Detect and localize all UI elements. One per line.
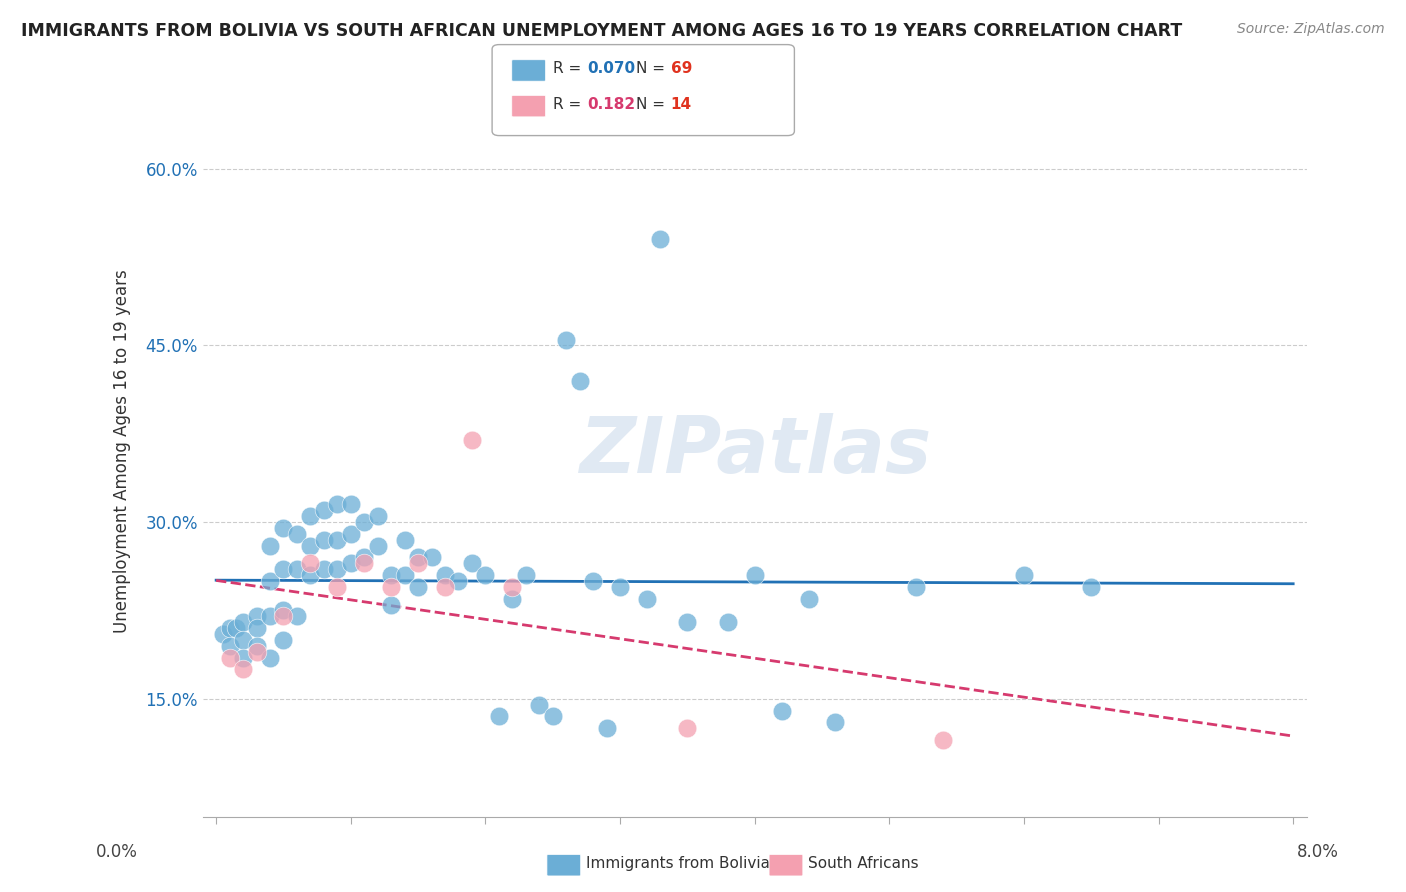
Point bbox=[932, 733, 955, 747]
Text: 69: 69 bbox=[671, 62, 692, 76]
Point bbox=[650, 232, 672, 246]
Point bbox=[273, 521, 295, 535]
Point bbox=[676, 615, 699, 630]
Point bbox=[225, 621, 247, 635]
Text: ZIPatlas: ZIPatlas bbox=[578, 414, 931, 490]
Text: IMMIGRANTS FROM BOLIVIA VS SOUTH AFRICAN UNEMPLOYMENT AMONG AGES 16 TO 19 YEARS : IMMIGRANTS FROM BOLIVIA VS SOUTH AFRICAN… bbox=[21, 22, 1182, 40]
Text: R =: R = bbox=[553, 97, 586, 112]
Point bbox=[232, 662, 254, 676]
Point bbox=[285, 562, 308, 576]
Point bbox=[285, 527, 308, 541]
Point bbox=[339, 557, 361, 571]
Text: 14: 14 bbox=[671, 97, 692, 112]
Point bbox=[474, 568, 496, 582]
Point bbox=[1012, 568, 1035, 582]
Point bbox=[515, 568, 537, 582]
Point bbox=[367, 539, 389, 553]
Point bbox=[312, 533, 335, 547]
Point bbox=[1080, 580, 1102, 594]
Point bbox=[380, 568, 402, 582]
Point bbox=[609, 580, 631, 594]
Point bbox=[353, 515, 375, 529]
Point bbox=[232, 632, 254, 647]
Point bbox=[541, 709, 564, 723]
Point bbox=[406, 557, 429, 571]
Text: 0.070: 0.070 bbox=[588, 62, 636, 76]
Point bbox=[461, 557, 484, 571]
Point bbox=[353, 550, 375, 565]
Point bbox=[259, 574, 281, 588]
Text: 0.0%: 0.0% bbox=[96, 843, 138, 861]
Point bbox=[339, 527, 361, 541]
Point bbox=[717, 615, 740, 630]
Point bbox=[218, 621, 240, 635]
Point bbox=[273, 609, 295, 624]
Point bbox=[299, 568, 322, 582]
Text: South Africans: South Africans bbox=[808, 856, 920, 871]
Point bbox=[273, 603, 295, 617]
Point bbox=[326, 580, 349, 594]
Point bbox=[299, 509, 322, 524]
Point bbox=[434, 568, 457, 582]
Point bbox=[245, 621, 267, 635]
Point bbox=[394, 533, 416, 547]
Point bbox=[797, 591, 820, 606]
Point bbox=[299, 539, 322, 553]
Point bbox=[595, 721, 617, 735]
Point bbox=[488, 709, 510, 723]
Point bbox=[259, 539, 281, 553]
Point bbox=[676, 721, 699, 735]
Point bbox=[406, 580, 429, 594]
Point bbox=[312, 562, 335, 576]
Point bbox=[461, 433, 484, 447]
Point bbox=[245, 645, 267, 659]
Point bbox=[326, 533, 349, 547]
Text: N =: N = bbox=[636, 97, 669, 112]
Point bbox=[218, 650, 240, 665]
Text: 8.0%: 8.0% bbox=[1296, 843, 1339, 861]
Point bbox=[905, 580, 928, 594]
Point bbox=[218, 639, 240, 653]
Point bbox=[501, 591, 523, 606]
Point bbox=[367, 509, 389, 524]
Point bbox=[447, 574, 470, 588]
Point bbox=[501, 580, 523, 594]
Text: Immigrants from Bolivia: Immigrants from Bolivia bbox=[586, 856, 770, 871]
Point bbox=[273, 562, 295, 576]
Y-axis label: Unemployment Among Ages 16 to 19 years: Unemployment Among Ages 16 to 19 years bbox=[114, 269, 131, 633]
Point bbox=[434, 580, 457, 594]
Point bbox=[312, 503, 335, 517]
Text: N =: N = bbox=[636, 62, 669, 76]
Point bbox=[273, 632, 295, 647]
Point bbox=[232, 650, 254, 665]
Text: 0.182: 0.182 bbox=[588, 97, 636, 112]
Point bbox=[326, 498, 349, 512]
Point bbox=[555, 333, 578, 347]
Point bbox=[326, 562, 349, 576]
Point bbox=[353, 557, 375, 571]
Point bbox=[259, 609, 281, 624]
Point bbox=[744, 568, 766, 582]
Point bbox=[245, 639, 267, 653]
Point bbox=[259, 650, 281, 665]
Text: Source: ZipAtlas.com: Source: ZipAtlas.com bbox=[1237, 22, 1385, 37]
Point bbox=[568, 374, 591, 388]
Point bbox=[529, 698, 551, 712]
Point bbox=[339, 498, 361, 512]
Point bbox=[285, 609, 308, 624]
Point bbox=[420, 550, 443, 565]
Point bbox=[824, 715, 846, 730]
Point bbox=[380, 598, 402, 612]
Text: R =: R = bbox=[553, 62, 586, 76]
Point bbox=[394, 568, 416, 582]
Point bbox=[232, 615, 254, 630]
Point bbox=[582, 574, 605, 588]
Point bbox=[406, 550, 429, 565]
Point bbox=[380, 580, 402, 594]
Point bbox=[299, 557, 322, 571]
Point bbox=[212, 627, 235, 641]
Point bbox=[770, 704, 793, 718]
Point bbox=[245, 609, 267, 624]
Point bbox=[636, 591, 658, 606]
